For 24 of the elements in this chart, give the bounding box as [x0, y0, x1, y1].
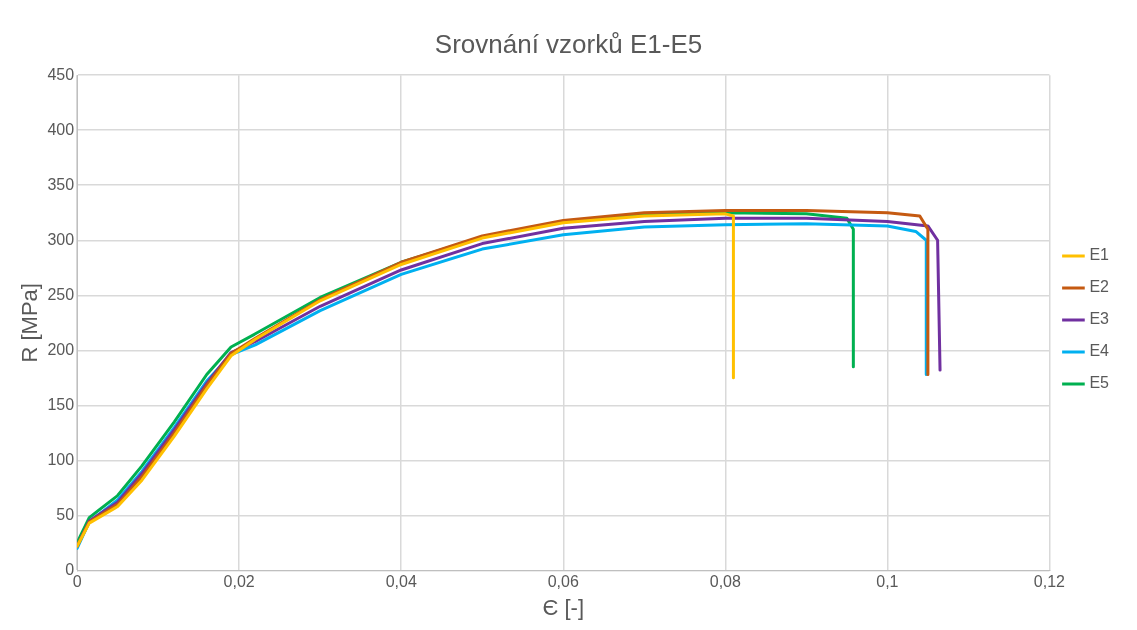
y-tick-label: 450	[47, 65, 75, 83]
legend-label: E1	[1089, 246, 1110, 264]
legend-label: E2	[1089, 278, 1110, 296]
legend-label: E4	[1089, 342, 1110, 360]
y-tick-label: 200	[47, 340, 75, 358]
x-tick-label: 0,04	[385, 573, 417, 591]
x-axis-title: Є [-]	[542, 594, 584, 620]
y-tick-label: 400	[47, 120, 75, 138]
x-tick-label: 0,1	[876, 573, 899, 591]
y-tick-label: 100	[47, 450, 75, 468]
y-tick-label: 150	[47, 395, 75, 413]
y-tick-label: 50	[56, 505, 75, 523]
x-tick-label: 0,08	[709, 573, 741, 591]
y-tick-label: 350	[47, 175, 75, 193]
y-axis-title: R [MPa]	[17, 283, 43, 363]
x-tick-label: 0,06	[547, 573, 579, 591]
y-tick-label: 0	[65, 560, 75, 578]
y-tick-label: 300	[47, 230, 75, 248]
x-tick-label: 0,12	[1033, 573, 1066, 591]
chart-title: Srovnání vzorků E1-E5	[434, 28, 703, 59]
legend-label: E3	[1089, 310, 1110, 328]
legend-label: E5	[1089, 374, 1110, 392]
y-tick-label: 250	[47, 285, 75, 303]
x-tick-label: 0,02	[223, 573, 255, 591]
